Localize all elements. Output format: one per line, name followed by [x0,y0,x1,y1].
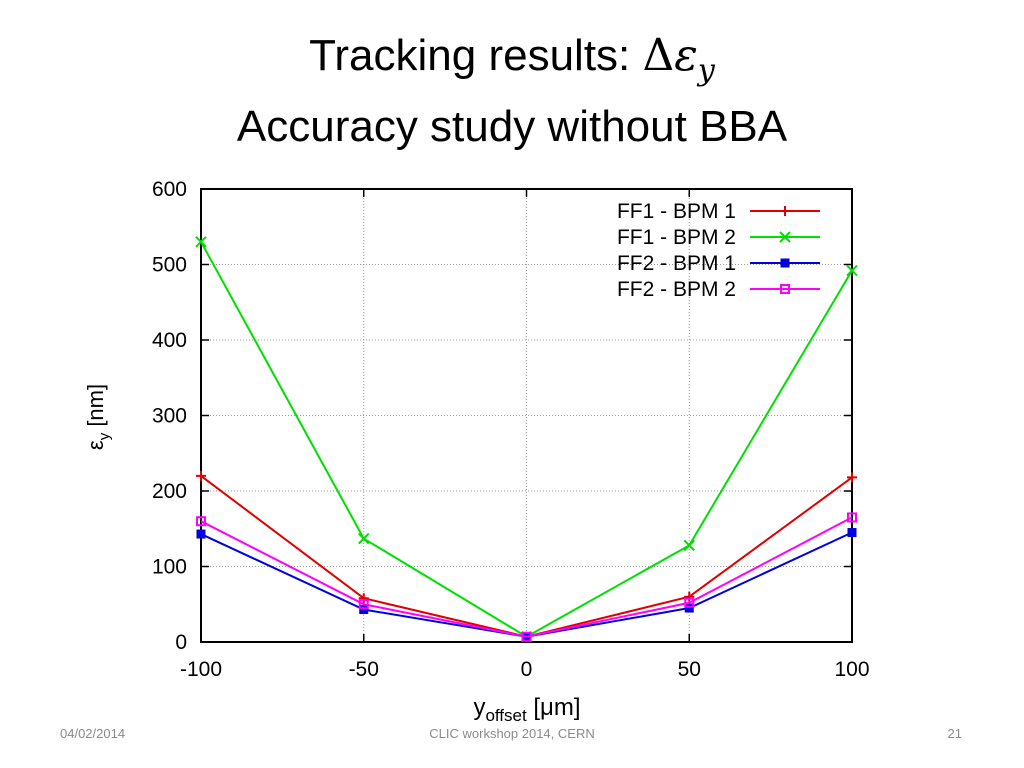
plot-border [200,188,853,643]
footer-event: CLIC workshop 2014, CERN [429,726,595,741]
data-point [847,528,857,538]
data-point [684,597,695,608]
title-prefix: Tracking results: [309,31,643,80]
y-tick-label: 400 [152,329,187,352]
series-line [200,516,853,638]
slide-title: Tracking results: Δεy Accuracy study wit… [0,28,1024,155]
page-number: 21 [947,726,962,741]
x-tick-label: -100 [180,658,222,681]
legend-marker [780,206,790,216]
x-tick-label: 50 [678,658,701,681]
data-point [196,529,206,539]
data-point [196,516,206,527]
y-tick-label: 600 [152,178,187,201]
grid-lines [201,189,852,642]
data-point [358,593,369,604]
series-ff1-bpm-1 [196,470,857,642]
legend-marker [779,231,791,243]
series-ff2-bpm-1 [196,528,857,642]
data-point [195,236,207,248]
y-axis-label: εy [nm] [83,384,113,450]
title-symbol: Δεy [642,30,715,88]
data-point [358,532,370,545]
y-tick-label: 300 [152,405,187,428]
x-axis-label: yoffset [μm] [473,694,580,725]
y-tick-label: 0 [175,631,187,654]
data-point [683,539,695,552]
legend-marker [780,284,790,294]
footer-date: 04/02/2014 [60,726,126,741]
series-group [195,236,858,643]
legend-label: FF2 - BPM 1 [617,252,736,275]
y-tick-label: 200 [152,480,187,503]
plot-frame [200,188,853,643]
legend-label: FF2 - BPM 2 [617,278,736,301]
x-tick-label: -50 [349,658,379,681]
data-point [359,605,369,615]
data-point [846,264,858,277]
legend-label: FF1 - BPM 1 [617,200,736,223]
x-tick-label: 100 [834,658,869,681]
data-point [847,472,857,483]
legend-marker [780,258,790,268]
data-point [684,603,694,613]
series-ff2-bpm-2 [196,512,857,642]
data-point [196,470,206,481]
legend: FF1 - BPM 1 FF1 - BPM 2 FF2 - BPM 1 FF2 - B… [617,200,820,301]
legend-label: FF1 - BPM 2 [617,226,736,249]
y-tick-label: 500 [152,254,187,277]
data-point [684,591,695,602]
title-line-1: Tracking results: Δεy [0,28,1024,99]
data-point [521,631,532,642]
data-point [358,599,369,610]
data-point [847,512,857,523]
y-tick-label: 100 [152,556,187,579]
x-tick-label: 0 [521,658,533,681]
title-line-2: Accuracy study without BBA [236,101,788,151]
